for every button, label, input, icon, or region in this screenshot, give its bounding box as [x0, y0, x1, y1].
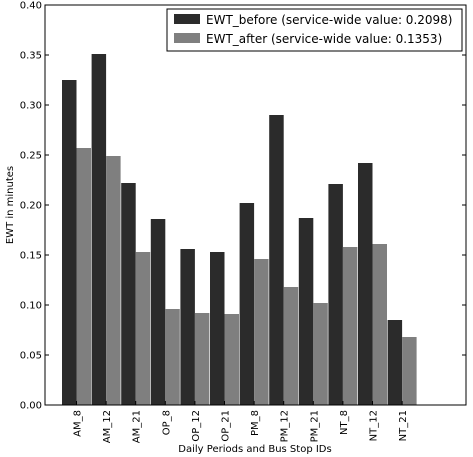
- bar-before-PM_21: [298, 218, 314, 405]
- bar-after-AM_12: [106, 156, 121, 405]
- bar-after-AM_21: [135, 252, 151, 405]
- legend-label-after: EWT_after (service-wide value: 0.1353): [206, 32, 442, 46]
- bar-before-AM_12: [91, 54, 107, 405]
- x-tick-label: AM_8: [73, 410, 84, 437]
- legend: EWT_before (service-wide value: 0.2098) …: [166, 8, 463, 52]
- y-tick-label: 0.10: [20, 301, 42, 312]
- x-tick-label: NT_12: [369, 410, 380, 441]
- bar-before-AM_8: [62, 80, 77, 405]
- x-tick-label: NT_8: [339, 410, 350, 435]
- y-tick-label: 0.30: [20, 101, 42, 112]
- bar-after-AM_8: [76, 148, 91, 405]
- bar-before-OP_21: [210, 252, 225, 405]
- bar-after-NT_21: [402, 337, 417, 405]
- x-tick-label: PM_8: [250, 410, 261, 436]
- bar-after-OP_8: [165, 309, 180, 405]
- y-tick-label: 0.00: [20, 401, 42, 412]
- x-axis-label: Daily Periods and Bus Stop IDs: [178, 444, 331, 455]
- bar-after-NT_8: [342, 247, 358, 405]
- bar-before-OP_8: [150, 219, 166, 405]
- x-tick-label: PM_21: [309, 410, 320, 442]
- bar-before-PM_12: [269, 115, 284, 405]
- bar-before-PM_8: [239, 203, 255, 405]
- y-tick-label: 0.25: [20, 151, 42, 162]
- legend-box: [166, 8, 463, 52]
- bar-after-PM_21: [313, 303, 328, 405]
- y-tick-label: 0.15: [20, 251, 42, 262]
- bar-before-OP_12: [180, 249, 195, 405]
- legend-swatch-before: [174, 14, 200, 24]
- legend-label-before: EWT_before (service-wide value: 0.2098): [206, 13, 452, 27]
- bar-after-OP_12: [194, 313, 210, 405]
- x-axis-ticks: AM_8 AM_12 AM_21 OP_8 OP_12 OP_21 PM_8 PM_12 PM_…: [73, 401, 409, 443]
- x-tick-label: NT_21: [398, 410, 409, 441]
- y-tick-label: 0.35: [20, 51, 42, 62]
- y-axis-ticks: 0.00 0.05 0.10 0.15 0.20 0.25 0.30 0.35 0.40: [20, 1, 466, 412]
- legend-swatch-after: [174, 33, 200, 43]
- y-axis-label: EWT in minutes: [5, 166, 16, 244]
- plot-frame: [44, 4, 467, 406]
- bar-after-OP_21: [224, 314, 239, 405]
- bar-before-NT_12: [358, 163, 373, 405]
- x-tick-label: OP_12: [191, 410, 202, 442]
- bar-before-NT_8: [328, 184, 343, 405]
- y-tick-label: 0.20: [20, 201, 42, 212]
- y-tick-label: 0.40: [20, 1, 42, 12]
- bar-after-PM_8: [254, 259, 269, 405]
- bar-before-NT_21: [387, 320, 403, 405]
- x-tick-label: AM_21: [132, 410, 143, 443]
- bar-after-NT_12: [372, 244, 387, 405]
- bars-layer: [62, 54, 417, 405]
- bar-after-PM_12: [283, 287, 299, 405]
- x-tick-label: OP_21: [221, 410, 232, 442]
- x-tick-label: OP_8: [161, 410, 172, 435]
- y-tick-label: 0.05: [20, 351, 42, 362]
- x-tick-label: AM_12: [102, 410, 113, 443]
- x-tick-label: PM_12: [280, 410, 291, 442]
- bar-before-AM_21: [121, 183, 136, 405]
